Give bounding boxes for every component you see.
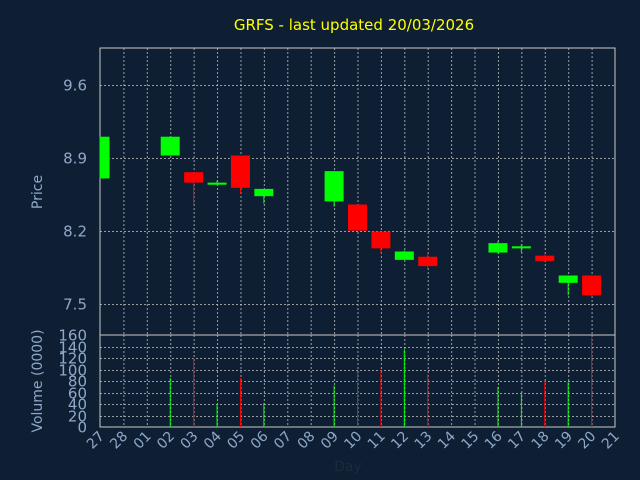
price-tick-label: 8.2 <box>63 223 87 241</box>
x-tick-label: 01 <box>131 429 155 453</box>
volume-tick-label: 100 <box>58 362 87 380</box>
x-tick-label: 10 <box>341 429 365 453</box>
x-tick-label: 19 <box>552 429 576 453</box>
x-tick-label: 05 <box>224 429 248 453</box>
volume-tick-label: 40 <box>68 396 87 414</box>
volume-bars <box>169 337 593 427</box>
x-tick-label: 18 <box>529 429 553 453</box>
candles <box>99 136 602 298</box>
x-tick-label: 02 <box>154 429 178 453</box>
x-tick-label: 03 <box>178 429 202 453</box>
x-tick-label: 07 <box>271 429 295 453</box>
candle-body <box>254 188 274 197</box>
price-panel: 7.5 8.2 8.9 9.6 Price <box>30 47 616 336</box>
volume-tick-label: 60 <box>68 385 87 403</box>
price-tick-label: 8.9 <box>63 150 87 168</box>
price-grid <box>100 48 615 335</box>
x-ticks: 27 28 01 02 03 04 05 06 07 08 09 10 11 12 13 14 15 16 17 18… <box>84 428 623 452</box>
x-tick-label: 11 <box>365 429 389 453</box>
candle-body <box>558 275 578 283</box>
candle-body <box>184 172 204 183</box>
volume-tick-label: 20 <box>68 408 87 426</box>
x-tick-label: 06 <box>248 428 272 452</box>
price-y-ticks: 7.5 8.2 8.9 9.6 <box>63 77 87 314</box>
x-tick-label: 21 <box>599 429 623 453</box>
candle-body <box>324 171 344 202</box>
candle-body <box>488 243 508 253</box>
x-tick-label: 27 <box>84 429 108 453</box>
x-tick-label: 13 <box>412 429 436 453</box>
x-axis-label: Day <box>334 459 362 475</box>
x-tick-label: 17 <box>505 429 529 453</box>
candle-body <box>207 182 227 185</box>
volume-tick-label: 120 <box>58 350 87 368</box>
volume-axis-label: Volume (0000) <box>30 329 46 432</box>
x-tick-label: 09 <box>318 429 342 453</box>
candle-body <box>511 246 531 249</box>
volume-tick-label: 160 <box>58 327 87 345</box>
x-tick-label: 14 <box>435 428 459 452</box>
candle-body <box>230 155 250 188</box>
volume-tick-label: 0 <box>77 419 87 437</box>
x-tick-label: 04 <box>201 428 225 452</box>
candle-body <box>100 136 110 179</box>
price-plot-frame <box>99 47 616 336</box>
candle-body <box>535 255 555 261</box>
x-tick-label: 20 <box>575 429 599 453</box>
candle-body <box>582 275 602 296</box>
candle-body <box>160 136 180 156</box>
candle-body <box>371 231 391 249</box>
x-tick-label: 15 <box>458 429 482 453</box>
x-tick-label: 12 <box>388 429 412 453</box>
price-tick-label: 7.5 <box>63 296 87 314</box>
candle-body <box>348 204 367 231</box>
price-tick-label: 9.6 <box>63 77 87 95</box>
volume-tick-label: 140 <box>58 339 87 357</box>
x-tick-label: 16 <box>482 428 506 452</box>
price-axis-label: Price <box>30 175 46 209</box>
chart-title: GRFS - last updated 20/03/2026 <box>234 16 474 34</box>
candle-body <box>418 256 438 267</box>
x-tick-label: 28 <box>107 429 131 453</box>
candle-body <box>394 251 414 260</box>
volume-tick-label: 80 <box>68 373 87 391</box>
x-tick-label: 08 <box>295 429 319 453</box>
